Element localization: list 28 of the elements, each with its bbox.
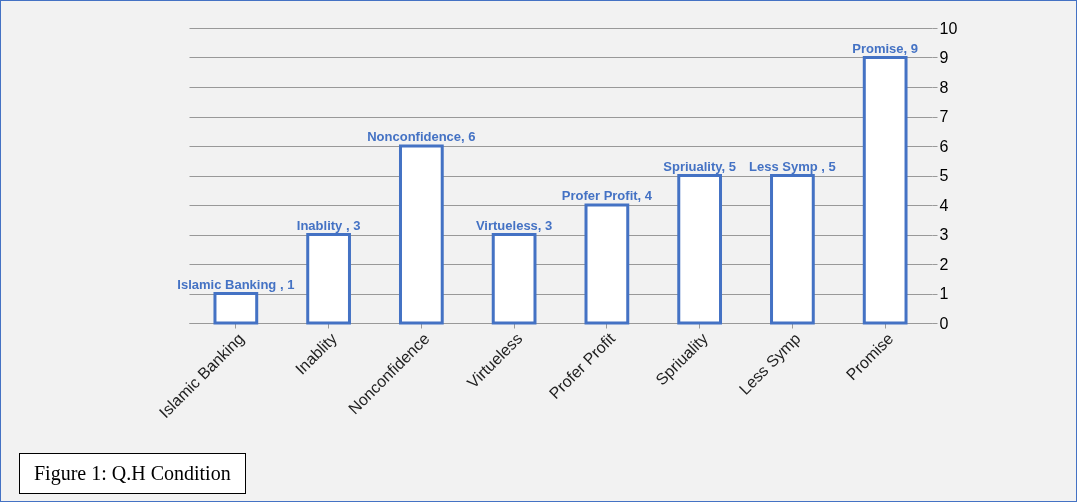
y-tick-label: 8 xyxy=(939,78,949,96)
bar xyxy=(491,233,537,325)
data-label: Less Symp , 5 xyxy=(749,158,836,174)
y-tick-label: 6 xyxy=(939,137,949,155)
data-label: Virtueless, 3 xyxy=(475,217,553,233)
data-label: Spriuality, 5 xyxy=(663,158,737,174)
data-label: Inablity , 3 xyxy=(296,217,361,233)
bar xyxy=(398,144,444,325)
bar xyxy=(306,233,351,325)
caption-box: Figure 1: Q.H Condition xyxy=(19,453,246,494)
bar xyxy=(862,56,908,325)
y-tick-label: 9 xyxy=(939,49,949,66)
y-tick-label: 3 xyxy=(939,226,949,243)
data-label: Profer Profit, 4 xyxy=(561,188,653,203)
y-tick-label: 10 xyxy=(939,19,958,37)
data-label: Nonconfidence, 6 xyxy=(367,129,476,144)
y-tick-label: 2 xyxy=(939,255,949,273)
bar xyxy=(770,174,815,325)
y-tick-label: 7 xyxy=(939,108,949,125)
bar xyxy=(584,203,630,325)
y-tick-label: 0 xyxy=(939,314,949,332)
data-label: Islamic Banking , 1 xyxy=(177,276,295,292)
y-tick-label: 5 xyxy=(939,167,949,184)
data-label: Promise, 9 xyxy=(852,40,919,56)
y-tick-label: 1 xyxy=(939,285,949,302)
y-tick-label: 4 xyxy=(939,196,949,214)
bar xyxy=(213,292,259,325)
bar xyxy=(677,174,723,325)
